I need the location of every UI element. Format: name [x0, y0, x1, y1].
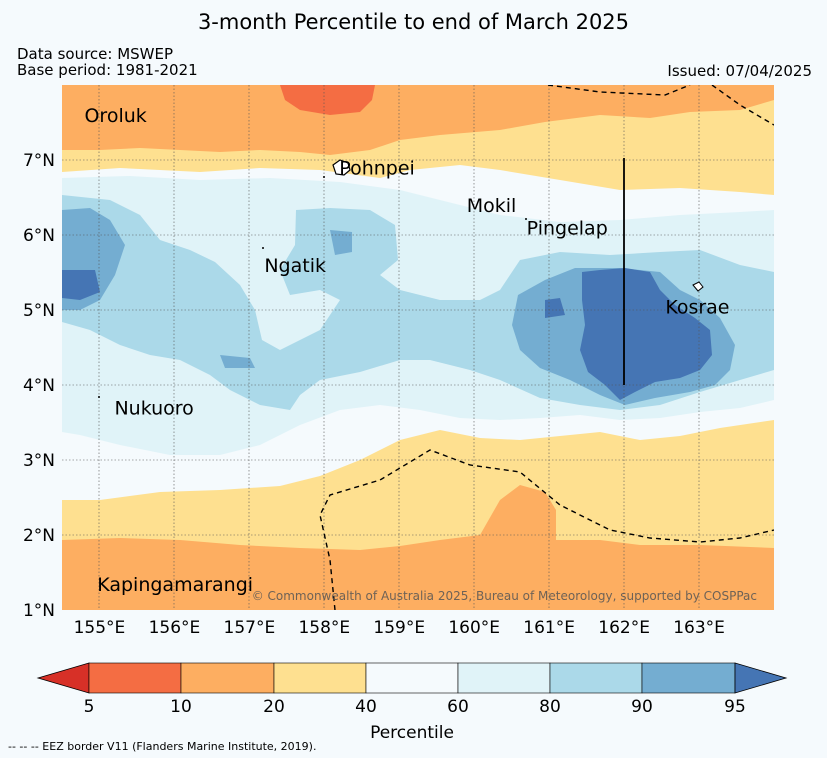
lon-tick-label: 158°E [298, 618, 350, 638]
colorbar-5-10 [88, 662, 182, 694]
colorbar-label: Percentile [370, 723, 454, 743]
lat-tick-label: 4°N [23, 376, 55, 396]
base-period: Base period: 1981-2021 [17, 61, 198, 79]
ngatik-atoll [262, 247, 264, 249]
lat-tick-label: 5°N [23, 301, 55, 321]
place-label-pingelap: Pingelap [527, 218, 608, 240]
lon-tick-label: 157°E [224, 618, 276, 638]
band-5-10-north [280, 85, 375, 115]
colorbar-tick: 80 [539, 697, 561, 717]
issued-date: Issued: 07/04/2025 [667, 62, 812, 80]
colorbar-60-80 [457, 662, 551, 694]
data-source: Data source: MSWEP [17, 45, 174, 63]
lon-tick-label: 161°E [523, 618, 575, 638]
colorbar-tick: 10 [170, 697, 192, 717]
lat-tick-label: 3°N [23, 451, 55, 471]
place-label-nukuoro: Nukuoro [114, 398, 193, 420]
colorbar-tick: 60 [447, 697, 469, 717]
lon-tick-label: 159°E [373, 618, 425, 638]
eez-border [319, 85, 774, 610]
band-above-95 [62, 268, 712, 400]
copyright-notice: © Commonwealth of Australia 2025, Bureau… [252, 589, 757, 603]
lon-tick-label: 156°E [149, 618, 201, 638]
lat-tick-label: 7°N [23, 151, 55, 171]
lon-tick-label: 160°E [448, 618, 500, 638]
colorbar-extend-low [36, 662, 90, 694]
lat-tick-label: 6°N [23, 226, 55, 246]
source-info: Data source: MSWEP Base period: 1981-202… [17, 46, 198, 78]
band-10-20-north [62, 85, 774, 155]
colorbar: 5 10 20 40 60 80 90 95 Percentile [36, 662, 788, 743]
place-label-pohnpei: Pohnpei [339, 158, 415, 180]
colorbar-tick: 95 [724, 697, 746, 717]
lon-axis-labels: 155°E 156°E 157°E 158°E 159°E 160°E 161°E 162°E… [74, 618, 725, 638]
place-label-kosrae: Kosrae [665, 296, 729, 318]
lon-tick-label: 163°E [673, 618, 725, 638]
mokil-atoll [525, 218, 527, 220]
colorbar-tick: 90 [631, 697, 653, 717]
map-gridlines [62, 85, 774, 610]
pohnpei-island [332, 159, 351, 176]
colorbar-80-90 [549, 662, 643, 694]
colorbar-40-60 [365, 662, 459, 694]
pohnpei-islet [323, 176, 325, 178]
percentile-field [62, 85, 774, 610]
colorbar-tick: 20 [263, 697, 285, 717]
band-90-95 [62, 208, 735, 405]
colorbar-90-95 [641, 662, 736, 694]
place-label-oroluk: Oroluk [84, 105, 146, 127]
colorbar-20-40 [273, 662, 367, 694]
nukuoro-atoll [98, 396, 100, 398]
band-10-20-south [62, 485, 774, 610]
lat-axis-labels: 1°N 2°N 3°N 4°N 5°N 6°N 7°N [23, 151, 55, 621]
place-label-ngatik: Ngatik [264, 255, 326, 277]
place-label-mokil: Mokil [467, 195, 517, 217]
colorbar-tick: 40 [355, 697, 377, 717]
lon-tick-label: 162°E [598, 618, 650, 638]
colorbar-10-20 [180, 662, 275, 694]
lat-tick-label: 1°N [23, 601, 55, 621]
colorbar-tick-labels: 5 10 20 40 60 80 90 95 [84, 697, 746, 717]
lon-tick-label: 155°E [74, 618, 126, 638]
map-title: 3-month Percentile to end of March 2025 [197, 10, 630, 34]
place-label-kapingamarangi: Kapingamarangi [97, 574, 253, 596]
eez-footnote: -- -- -- EEZ border V11 (Flanders Marine… [8, 740, 317, 753]
colorbar-tick: 5 [84, 697, 95, 717]
colorbar-extend-high [734, 662, 788, 694]
place-labels: Oroluk Pohnpei Mokil Pingelap Ngatik Kosrae Nu… [84, 105, 729, 596]
lat-tick-label: 2°N [23, 526, 55, 546]
kosrae-island [692, 281, 704, 292]
